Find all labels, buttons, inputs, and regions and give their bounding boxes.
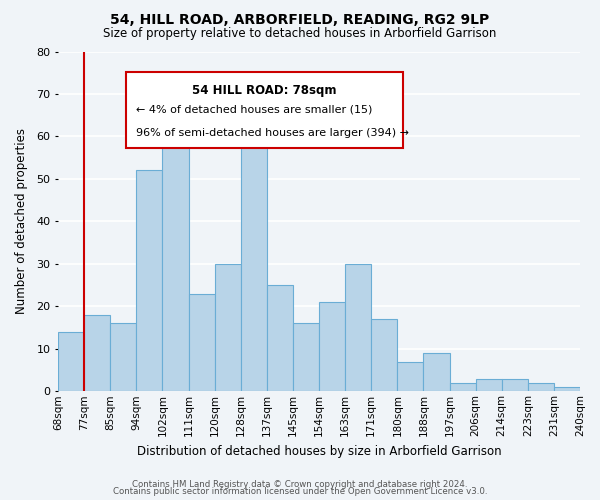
Bar [136,170,163,392]
Bar [215,264,241,392]
Bar [188,294,215,392]
Bar [110,324,136,392]
Text: 96% of semi-detached houses are larger (394) →: 96% of semi-detached houses are larger (… [136,128,409,138]
Bar [163,128,188,392]
X-axis label: Distribution of detached houses by size in Arborfield Garrison: Distribution of detached houses by size … [137,444,502,458]
Bar [528,383,554,392]
Bar [241,136,267,392]
Bar [371,319,397,392]
Text: Contains public sector information licensed under the Open Government Licence v3: Contains public sector information licen… [113,488,487,496]
Bar [293,324,319,392]
Bar [345,264,371,392]
FancyBboxPatch shape [126,72,403,148]
Text: 54 HILL ROAD: 78sqm: 54 HILL ROAD: 78sqm [192,84,337,97]
Bar [554,387,580,392]
Text: Size of property relative to detached houses in Arborfield Garrison: Size of property relative to detached ho… [103,28,497,40]
Bar [424,353,449,392]
Bar [449,383,476,392]
Bar [84,315,110,392]
Bar [502,378,528,392]
Text: ← 4% of detached houses are smaller (15): ← 4% of detached houses are smaller (15) [136,104,373,114]
Bar [58,332,84,392]
Bar [476,378,502,392]
Bar [319,302,345,392]
Bar [267,285,293,392]
Text: Contains HM Land Registry data © Crown copyright and database right 2024.: Contains HM Land Registry data © Crown c… [132,480,468,489]
Bar [397,362,424,392]
Y-axis label: Number of detached properties: Number of detached properties [15,128,28,314]
Text: 54, HILL ROAD, ARBORFIELD, READING, RG2 9LP: 54, HILL ROAD, ARBORFIELD, READING, RG2 … [110,12,490,26]
